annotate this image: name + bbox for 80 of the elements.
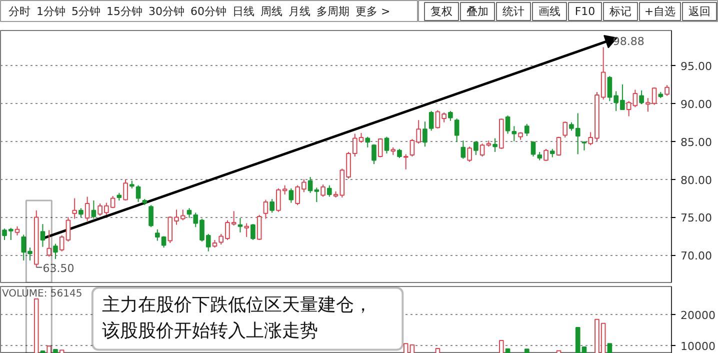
candlestick <box>40 224 46 248</box>
candlestick <box>422 121 428 148</box>
y-tick-label: 10000 <box>680 340 716 353</box>
annotation: 98.88 <box>612 35 644 48</box>
candlestick <box>639 90 644 105</box>
candlestick <box>256 214 262 240</box>
candlestick <box>467 146 472 162</box>
text: 日线 <box>232 5 254 18</box>
candlestick <box>84 196 90 222</box>
text: 15分钟 <box>106 5 142 18</box>
annotation: 主力在股价下跌低位区天量建仓， <box>102 294 372 316</box>
y-tick-label: 80.00 <box>680 174 712 187</box>
text: 多周期 <box>316 5 350 18</box>
candlestick <box>148 204 154 228</box>
text: 标记 <box>608 5 632 18</box>
candlestick <box>308 176 313 194</box>
candlestick <box>46 230 52 258</box>
candlestick <box>314 187 320 203</box>
candlestick <box>397 148 402 159</box>
y-tick-label: 95.00 <box>680 60 712 73</box>
candlestick <box>136 184 141 203</box>
candlestick <box>524 123 530 137</box>
candlestick <box>365 136 370 148</box>
candlestick <box>53 243 58 260</box>
candlestick <box>244 222 249 238</box>
candlestick <box>626 100 632 117</box>
candlestick <box>250 224 256 240</box>
candlestick <box>123 178 128 202</box>
annotation: 该股股价开始转入上涨走势 <box>102 320 318 342</box>
candlestick <box>492 138 498 152</box>
text: 叠加 <box>466 5 488 18</box>
candlestick <box>664 84 670 96</box>
candlestick <box>378 138 383 158</box>
candlestick <box>91 200 96 220</box>
text: 30分钟 <box>148 5 184 18</box>
candlestick <box>403 154 408 170</box>
candlestick <box>72 198 77 220</box>
candlestick <box>562 121 568 138</box>
text: 月线 <box>288 5 310 18</box>
candlestick <box>428 110 434 132</box>
candlestick <box>326 184 332 198</box>
candlestick <box>320 184 326 198</box>
text: +自选 <box>644 5 676 18</box>
text: 返回 <box>688 5 710 18</box>
candlestick <box>448 110 453 122</box>
text: 复权 <box>430 5 452 18</box>
y-tick-label: 90.00 <box>680 98 712 111</box>
text: 周线 <box>260 5 282 18</box>
candlestick <box>530 140 536 157</box>
candlestick <box>474 140 478 156</box>
candlestick <box>505 115 510 134</box>
candlestick <box>14 226 20 236</box>
y-tick-label: 70.00 <box>680 250 712 263</box>
text: 5分钟 <box>72 5 100 18</box>
text: 统计 <box>502 5 524 18</box>
candlestick <box>372 144 376 165</box>
y-tick-label: 75.00 <box>680 212 712 225</box>
candlestick <box>186 208 192 218</box>
text: 画线 <box>538 5 560 18</box>
candlestick <box>384 136 390 154</box>
text: 更多 > <box>356 5 390 18</box>
candlestick <box>78 208 84 218</box>
candlestick <box>544 148 548 162</box>
y-tick-label: 20000 <box>680 308 716 322</box>
annotation: 63.50 <box>42 262 74 275</box>
candlestick <box>454 118 460 143</box>
text: 1分钟 <box>36 5 66 18</box>
candlestick <box>288 188 294 204</box>
text: F10 <box>574 5 596 18</box>
y-tick-label: 85.00 <box>680 136 712 149</box>
candlestick <box>270 198 274 214</box>
chart-title: VOLUME: 56145 <box>2 288 82 300</box>
text: 60分钟 <box>190 5 226 18</box>
candlestick <box>460 140 466 160</box>
candlestick <box>263 199 268 220</box>
candlestick <box>238 217 243 233</box>
candlestick <box>632 89 638 108</box>
candlestick <box>512 126 517 142</box>
text: 分时 <box>8 5 30 18</box>
candlestick <box>480 143 485 157</box>
